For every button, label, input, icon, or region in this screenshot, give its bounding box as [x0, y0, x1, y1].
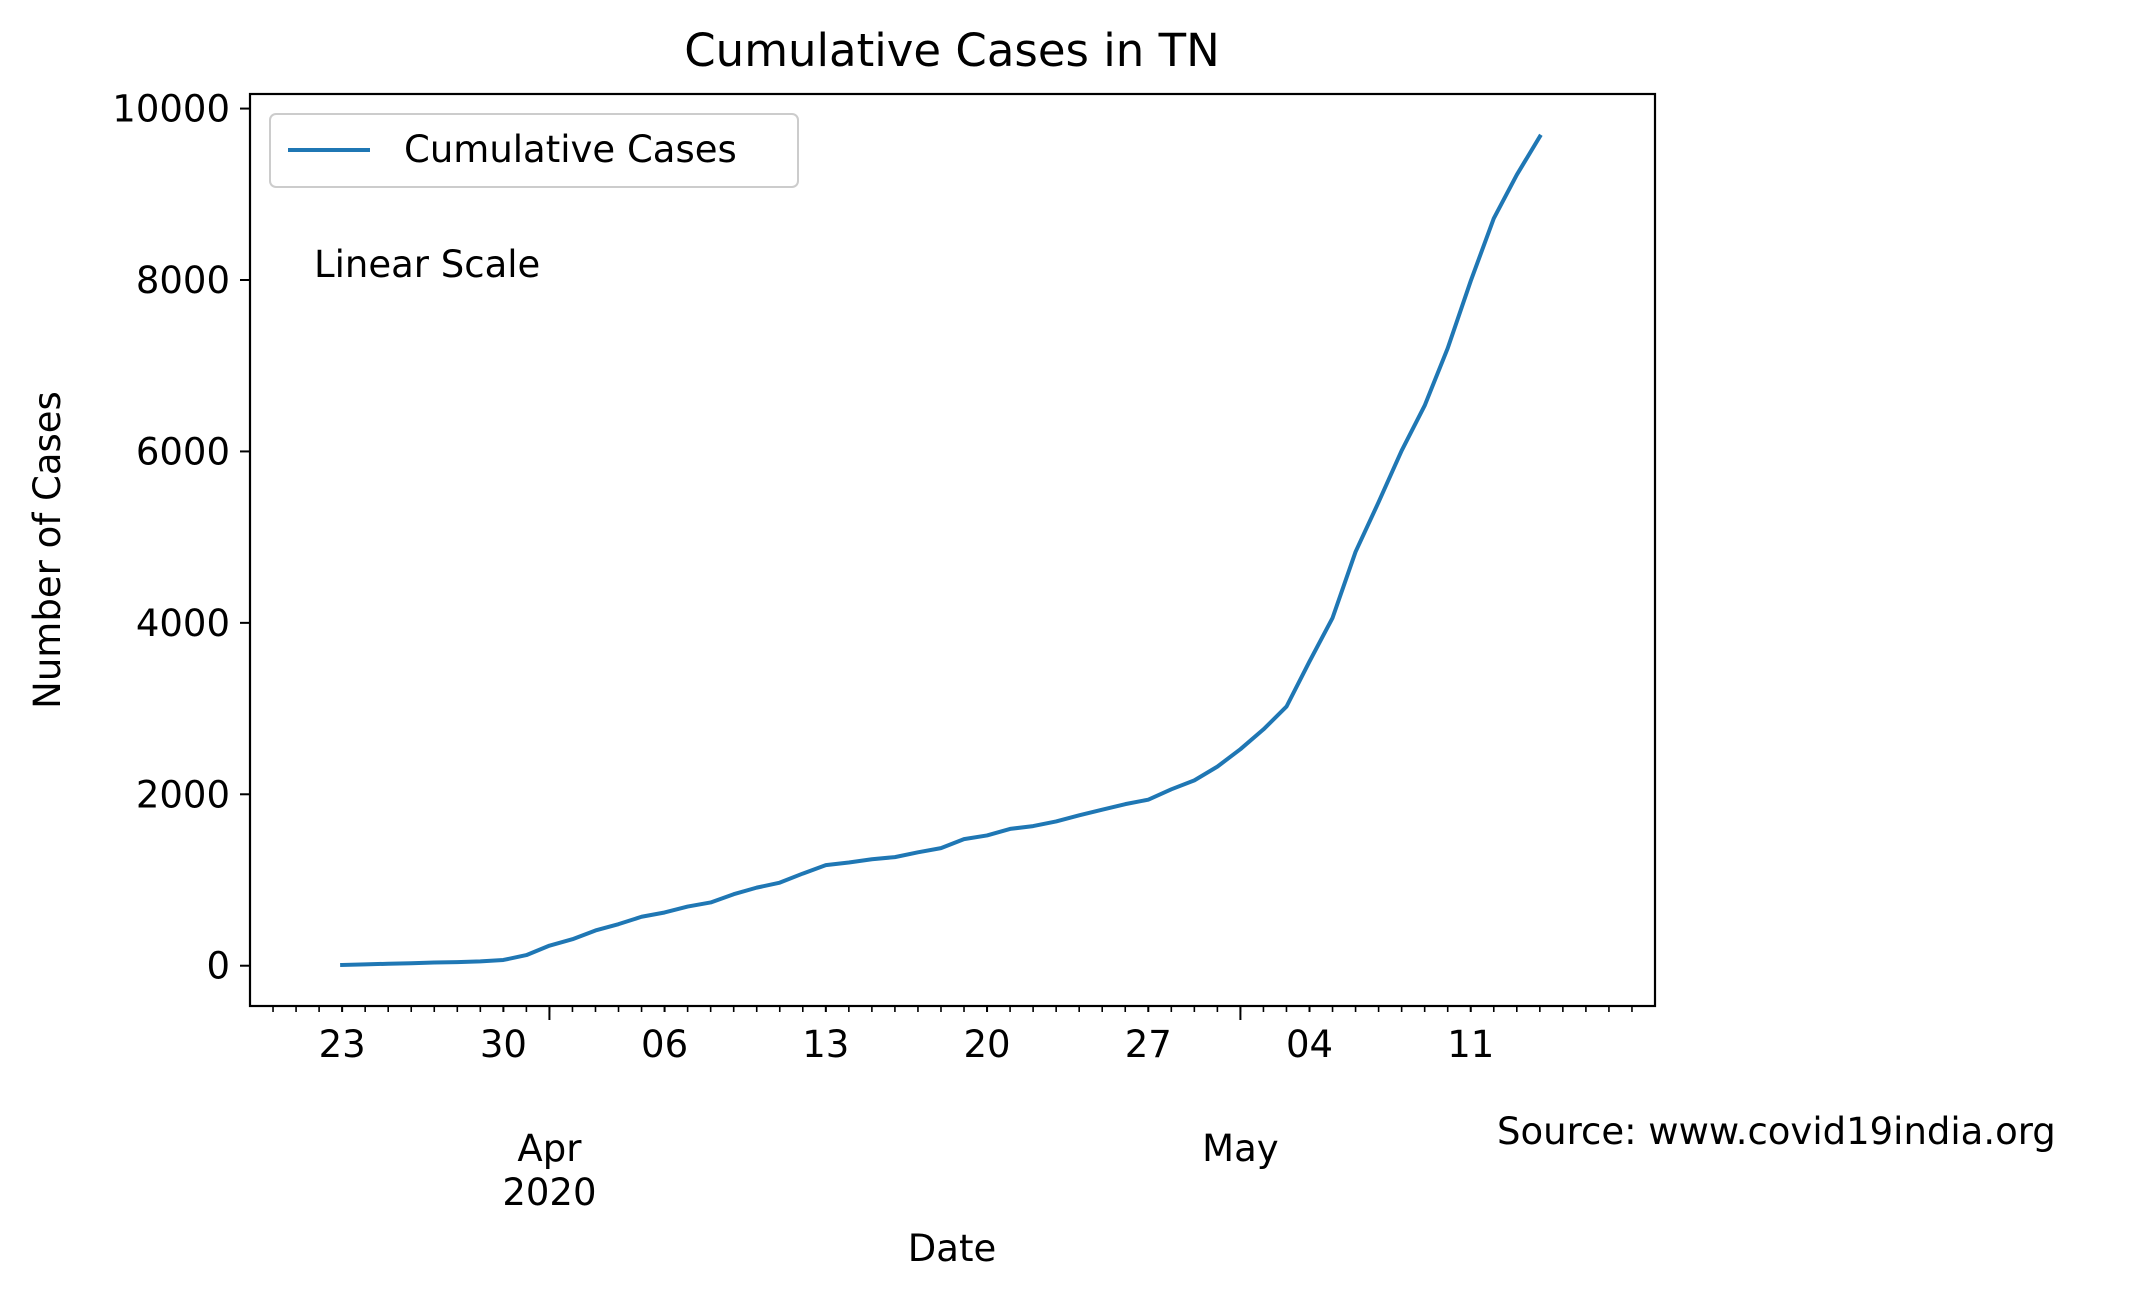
y-tick-label: 2000 — [136, 773, 230, 816]
y-tick-label: 0 — [206, 945, 230, 988]
y-tick-label: 4000 — [136, 602, 230, 645]
y-axis-ticks: 0 2000 4000 6000 8000 10000 — [112, 88, 250, 988]
y-tick-label: 6000 — [136, 430, 230, 473]
y-axis-label: Number of Cases — [26, 391, 69, 709]
x-minor-tick-label: 20 — [964, 1023, 1011, 1066]
series-line-0 — [340, 133, 1543, 967]
x-minor-tick-label: 30 — [480, 1023, 527, 1066]
axes-frame — [248, 92, 1657, 1008]
x-minor-tick-label: 27 — [1125, 1023, 1172, 1066]
x-minor-tick-label: 06 — [641, 1023, 688, 1066]
annotation-source: Source: www.covid19india.org — [1497, 1110, 2056, 1153]
annotation-scale: Linear Scale — [314, 243, 540, 286]
x-minor-tick-label: 13 — [802, 1023, 849, 1066]
x-minor-tick-label: 04 — [1286, 1023, 1333, 1066]
x-axis-ticks: 23 30 06 13 20 27 04 11 Apr 2020 May — [272, 1006, 1633, 1214]
legend-label: Cumulative Cases — [404, 128, 737, 171]
x-major-tick-label: May — [1202, 1127, 1279, 1170]
plot-layer — [340, 133, 1543, 967]
x-axis-label: Date — [908, 1227, 996, 1270]
legend-box — [269, 113, 799, 188]
legend: Cumulative Cases — [269, 113, 799, 188]
y-tick-label: 8000 — [136, 259, 230, 302]
x-major-tick-label: Apr 2020 — [502, 1127, 596, 1214]
chart-title: Cumulative Cases in TN — [684, 24, 1220, 77]
x-minor-tick-label: 23 — [319, 1023, 366, 1066]
y-tick-label: 10000 — [112, 88, 230, 131]
x-minor-tick-label: 11 — [1447, 1023, 1494, 1066]
